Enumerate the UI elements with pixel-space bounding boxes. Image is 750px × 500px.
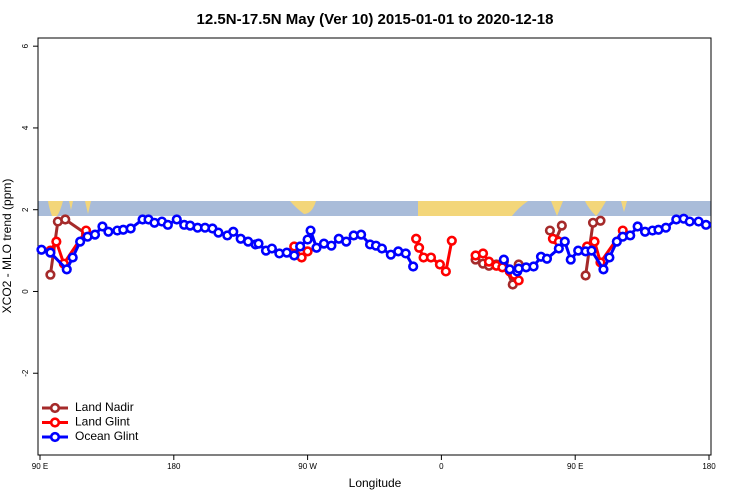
data-point xyxy=(565,254,576,265)
data-point xyxy=(553,243,564,254)
data-point xyxy=(434,259,446,270)
data-point xyxy=(580,270,591,281)
data-point xyxy=(376,243,388,254)
y-tick-label: 2 xyxy=(21,207,30,212)
data-point xyxy=(45,269,56,280)
legend-label: Land Nadir xyxy=(75,400,134,414)
data-point xyxy=(60,214,71,225)
data-point xyxy=(305,225,316,236)
data-point xyxy=(513,275,524,286)
data-point xyxy=(586,245,597,256)
data-point xyxy=(311,242,322,253)
data-point xyxy=(125,223,136,234)
legend-marker xyxy=(49,431,61,443)
data-point xyxy=(89,229,101,240)
data-point xyxy=(67,252,78,263)
data-point xyxy=(660,222,671,233)
data-point xyxy=(253,238,264,249)
data-point xyxy=(700,219,712,230)
data-point xyxy=(302,234,313,245)
data-point xyxy=(97,221,108,232)
legend-marker xyxy=(49,402,61,414)
data-point xyxy=(446,235,457,246)
data-point xyxy=(556,220,567,231)
y-tick-label: -2 xyxy=(21,369,30,377)
data-point xyxy=(589,236,600,247)
data-point xyxy=(483,256,495,267)
x-tick-label: 180 xyxy=(702,462,716,471)
data-point xyxy=(595,215,606,226)
x-tick-label: 90 E xyxy=(567,462,583,471)
data-point xyxy=(75,236,86,247)
data-point xyxy=(213,227,224,238)
data-point xyxy=(295,241,306,252)
data-point xyxy=(266,243,278,254)
data-point xyxy=(541,253,553,264)
data-point xyxy=(103,226,114,237)
x-tick-label: 90 E xyxy=(32,462,48,471)
data-point xyxy=(356,229,367,240)
data-point xyxy=(400,248,411,259)
data-point xyxy=(341,236,352,247)
data-point xyxy=(408,261,419,272)
data-point xyxy=(684,216,695,227)
data-point xyxy=(36,244,47,255)
data-point xyxy=(440,266,451,277)
x-tick-label: 90 W xyxy=(298,462,317,471)
chart-title: 12.5N-17.5N May (Ver 10) 2015-01-01 to 2… xyxy=(197,11,554,28)
data-point xyxy=(162,219,173,230)
y-tick-label: 0 xyxy=(21,289,30,294)
legend-marker xyxy=(49,417,61,428)
data-point xyxy=(528,261,539,272)
data-point xyxy=(171,214,182,225)
legend-label: Land Glint xyxy=(75,415,130,429)
y-tick-label: 6 xyxy=(21,43,30,48)
data-point xyxy=(625,230,636,241)
data-point xyxy=(632,221,643,232)
data-point xyxy=(414,242,425,253)
data-point xyxy=(544,225,556,236)
x-tick-label: 180 xyxy=(167,462,181,471)
data-point xyxy=(61,264,72,275)
data-point xyxy=(302,246,313,257)
data-point xyxy=(425,252,437,263)
data-point xyxy=(326,240,337,251)
data-point xyxy=(228,226,239,237)
data-point xyxy=(559,236,570,247)
x-axis-label: Longitude xyxy=(349,476,402,490)
data-point xyxy=(411,233,422,244)
data-point xyxy=(598,264,609,275)
data-point xyxy=(477,248,489,259)
y-axis-label: XCO2 - MLO trend (ppm) xyxy=(0,179,14,314)
data-point xyxy=(604,252,615,263)
x-tick-label: 0 xyxy=(439,462,444,471)
data-point xyxy=(51,236,62,247)
map-strip xyxy=(38,201,711,216)
legend-label: Ocean Glint xyxy=(75,429,139,443)
data-point xyxy=(498,254,509,265)
data-point xyxy=(45,247,56,258)
data-point xyxy=(289,250,300,261)
y-tick-label: 4 xyxy=(21,125,30,130)
